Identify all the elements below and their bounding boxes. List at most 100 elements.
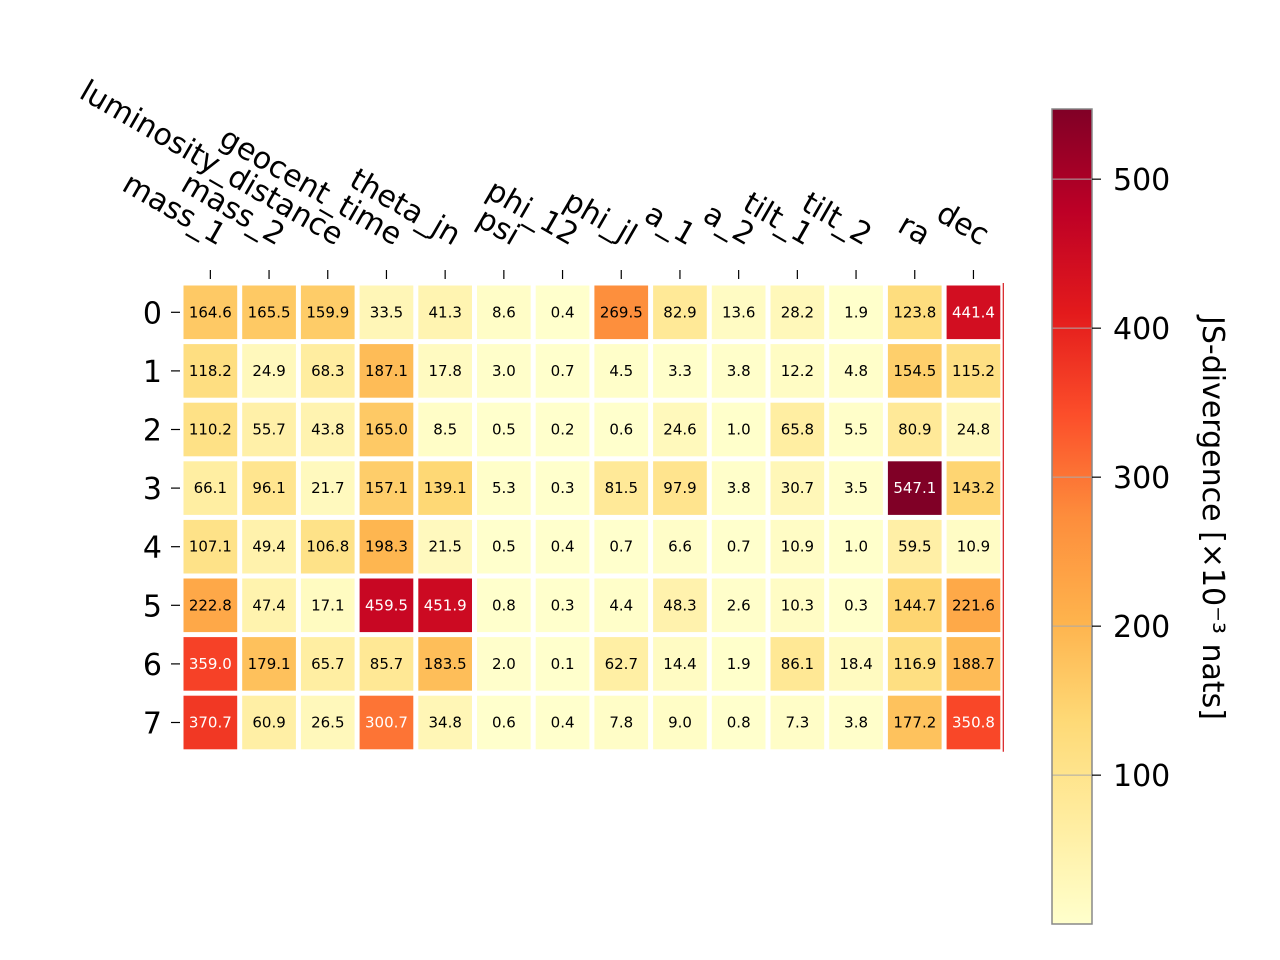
cell-value-label: 350.8: [952, 714, 995, 732]
cell-value-label: 62.7: [605, 655, 638, 673]
colorbar-gradient: [1052, 109, 1092, 924]
cell-value-label: 187.1: [365, 362, 408, 380]
cell-value-label: 97.9: [663, 479, 696, 497]
heatmap-cell: [183, 344, 238, 398]
heatmap-cell: [535, 344, 590, 398]
cell-value-label: 165.0: [365, 421, 408, 439]
colorbar-label: JS-divergence [×10⁻³ nats]: [1195, 314, 1230, 720]
cell-value-label: 0.2: [551, 421, 575, 439]
cell-value-label: 157.1: [365, 479, 408, 497]
heatmap-cell: [242, 344, 296, 398]
cell-value-label: 4.4: [609, 596, 633, 614]
heatmap-cells: 164.6 165.5 159.9 33.5 41.3 8.6 0.4 269.5 82.9 13…: [183, 285, 1001, 750]
cell-value-label: 28.2: [781, 303, 814, 321]
cell-value-label: 0.3: [551, 479, 575, 497]
heatmap-cell: [477, 344, 531, 398]
heatmap-cell: [477, 578, 531, 633]
cell-value-label: 13.6: [722, 303, 755, 321]
cell-value-label: 547.1: [893, 479, 936, 497]
heatmap-cell: [477, 519, 531, 574]
cell-value-label: 24.8: [957, 421, 990, 439]
heatmap-cell: [653, 519, 707, 574]
heatmap-cell: [653, 695, 707, 750]
cell-value-label: 0.7: [551, 362, 575, 380]
heatmap-cell: [359, 285, 414, 340]
heatmap-cell: [359, 402, 414, 457]
cell-value-label: 3.5: [844, 479, 868, 497]
heatmap-cell: [477, 285, 531, 340]
cell-value-label: 3.3: [668, 362, 692, 380]
cell-value-label: 0.8: [492, 596, 516, 614]
heatmap-cell: [946, 402, 1001, 457]
cell-value-label: 2.6: [727, 596, 751, 614]
cell-value-label: 0.5: [492, 538, 516, 556]
heatmap-cell: [300, 461, 355, 515]
cell-value-label: 12.2: [781, 362, 814, 380]
heatmap-cell: [594, 344, 649, 398]
heatmap-cell: [242, 519, 296, 574]
y-tick-label: 6: [143, 648, 162, 683]
heatmap-cell: [594, 285, 649, 340]
cell-value-label: 441.4: [952, 303, 995, 321]
cell-value-label: 5.3: [492, 479, 516, 497]
heatmap-cell: [711, 637, 766, 691]
heatmap-cell: [594, 461, 649, 515]
y-tick-label: 1: [143, 355, 162, 390]
heatmap-cell: [535, 519, 590, 574]
heatmap-cell: [183, 637, 238, 691]
heatmap-cell: [829, 402, 883, 457]
cell-value-label: 0.8: [727, 714, 751, 732]
heatmap-cell: [711, 402, 766, 457]
cell-value-label: 106.8: [306, 538, 349, 556]
heatmap-cell: [535, 402, 590, 457]
cell-value-label: 17.1: [311, 596, 344, 614]
heatmap-cell: [535, 695, 590, 750]
cell-value-label: 9.0: [668, 714, 692, 732]
colorbar-tick-label: 200: [1113, 610, 1170, 645]
colorbar-ticks: 100 200 300 400 500: [1092, 163, 1170, 794]
colorbar-gridlines: [1052, 178, 1092, 776]
cell-value-label: 1.9: [844, 303, 868, 321]
heatmap-cell: [300, 344, 355, 398]
heatmap-cell: [418, 461, 472, 515]
colorbar-tick-label: 300: [1113, 461, 1170, 496]
heatmap-cell: [594, 637, 649, 691]
cell-value-label: 21.7: [311, 479, 344, 497]
cell-value-label: 34.8: [428, 714, 461, 732]
x-tick-label: a_1: [638, 196, 701, 253]
cell-value-label: 154.5: [893, 362, 936, 380]
cell-value-label: 0.5: [492, 421, 516, 439]
heatmap-cell: [477, 695, 531, 750]
heatmap-cell: [418, 519, 472, 574]
colorbar: 100 200 300 400 500: [1051, 108, 1170, 925]
y-tick-label: 0: [143, 296, 162, 331]
cell-value-label: 0.1: [551, 655, 575, 673]
cell-value-label: 81.5: [605, 479, 638, 497]
heatmap-cell: [242, 637, 296, 691]
cell-value-label: 1.0: [727, 421, 751, 439]
heatmap-cell: [594, 695, 649, 750]
cell-value-label: 85.7: [370, 655, 403, 673]
heatmap-cell: [770, 402, 825, 457]
heatmap-cell: [711, 695, 766, 750]
cell-value-label: 41.3: [428, 303, 461, 321]
heatmap-cell: [770, 695, 825, 750]
heatmap-cell: [183, 519, 238, 574]
colorbar-frame: [1051, 108, 1093, 925]
cell-value-label: 115.2: [952, 362, 995, 380]
heatmap-cell: [183, 695, 238, 750]
heatmap-cell: [359, 578, 414, 633]
cell-value-label: 116.9: [893, 655, 936, 673]
heatmap-cell: [887, 519, 942, 574]
heatmap-cell: [594, 402, 649, 457]
heatmap-cell: [242, 402, 296, 457]
cell-value-label: 68.3: [311, 362, 344, 380]
cell-value-label: 24.9: [252, 362, 285, 380]
cell-value-label: 0.7: [727, 538, 751, 556]
cell-value-label: 0.7: [609, 538, 633, 556]
heatmap-cell: [711, 519, 766, 574]
cell-value-label: 6.6: [668, 538, 692, 556]
heatmap-cell: [418, 637, 472, 691]
heatmap-cell: [477, 637, 531, 691]
